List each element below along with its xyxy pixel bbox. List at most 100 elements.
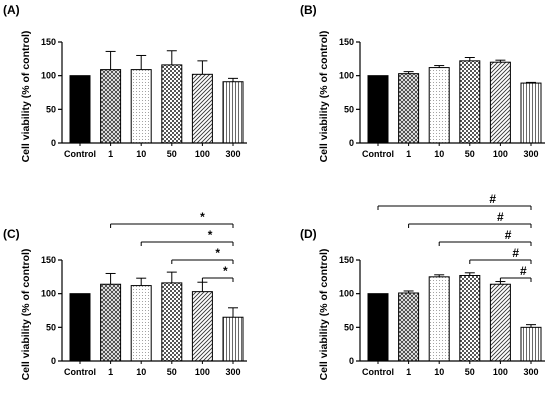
significance-symbol: *: [200, 210, 205, 224]
bar-Control: [367, 293, 389, 362]
panel-letter: (B): [300, 3, 317, 17]
x-tick-label: 100: [493, 367, 508, 377]
bar-50: [161, 64, 183, 144]
significance-bracket: *: [140, 228, 234, 246]
error-bar-1: [403, 71, 414, 74]
error-bar-10: [136, 54, 147, 70]
significance-bracket: *: [201, 264, 234, 282]
bar-10: [428, 67, 450, 144]
x-tick-label: Control: [64, 367, 96, 377]
error-bar-100: [197, 60, 208, 75]
x-tick-label: 10: [136, 149, 146, 159]
x-tick-label: 1: [108, 149, 113, 159]
significance-bracket: *: [171, 246, 234, 264]
y-tick-label: 50: [344, 104, 354, 114]
y-tick-label: 0: [349, 356, 354, 366]
bar-10: [130, 285, 152, 362]
y-tick-label: 50: [46, 322, 56, 332]
bar-100: [191, 73, 213, 144]
significance-bracket: #: [438, 228, 532, 246]
error-bar-300: [228, 77, 238, 82]
bar-10: [130, 69, 152, 144]
significance-bracket: #: [408, 210, 532, 228]
error-bar-100: [495, 59, 506, 63]
x-tick-label: 1: [406, 367, 411, 377]
y-axis-label: Cell viability (% of control): [20, 31, 32, 163]
x-tick-label: 100: [195, 149, 210, 159]
bar-100: [489, 283, 511, 362]
error-bar-1: [105, 50, 116, 70]
bar-Control: [69, 293, 91, 362]
x-tick-label: 50: [465, 367, 475, 377]
y-tick-label: 50: [46, 104, 56, 114]
bar-1: [100, 69, 122, 144]
bar-50: [459, 60, 481, 144]
error-bar-50: [166, 271, 177, 283]
bar-10: [428, 276, 450, 362]
x-tick-label: Control: [362, 149, 394, 159]
bar-300: [222, 81, 244, 144]
bar-100: [191, 291, 213, 362]
error-bar-300: [228, 307, 238, 318]
error-bar-10: [434, 274, 445, 277]
x-tick-label: 50: [465, 149, 475, 159]
y-axis-label: Cell viability (% of control): [20, 249, 32, 381]
panel-letter: (C): [3, 227, 20, 241]
significance-symbol: *: [223, 264, 228, 278]
error-bar-300: [526, 81, 536, 84]
chart-panel-0: (A)Cell viability (% of control) 05010015…: [3, 3, 247, 162]
bar-1: [398, 73, 420, 144]
x-tick-label: 1: [406, 149, 411, 159]
x-tick-label: 300: [523, 367, 538, 377]
error-bar-100: [197, 281, 208, 292]
bar-Control: [69, 75, 91, 144]
x-tick-label: 10: [434, 367, 444, 377]
x-tick-label: 100: [195, 367, 210, 377]
x-tick-label: Control: [362, 367, 394, 377]
significance-bracket: #: [377, 192, 532, 210]
error-bar-50: [464, 56, 475, 61]
error-bar-10: [136, 277, 147, 286]
x-tick-label: 300: [523, 149, 538, 159]
y-axis-label: Cell viability (% of control): [318, 31, 330, 163]
x-tick-label: 10: [434, 149, 444, 159]
x-tick-label: 100: [493, 149, 508, 159]
bar-300: [520, 82, 542, 144]
bar-300: [222, 316, 244, 362]
y-tick-label: 100: [41, 289, 56, 299]
panel-letter: (A): [3, 3, 20, 17]
significance-symbol: #: [505, 228, 512, 242]
error-bar-50: [464, 272, 475, 276]
error-bar-1: [403, 290, 414, 293]
x-tick-label: 50: [167, 149, 177, 159]
chart-panel-2: (C)Cell viability (% of control) 05010015…: [3, 210, 247, 380]
error-bar-300: [526, 324, 536, 328]
y-tick-label: 150: [41, 37, 56, 47]
y-tick-label: 150: [339, 37, 354, 47]
y-axis-label: Cell viability (% of control): [318, 249, 330, 381]
bar-1: [398, 292, 420, 362]
y-tick-label: 150: [41, 255, 56, 265]
bar-50: [459, 274, 481, 362]
y-tick-label: 100: [339, 71, 354, 81]
y-tick-label: 50: [344, 322, 354, 332]
significance-symbol: #: [497, 210, 504, 224]
chart-panel-3: (D)Cell viability (% of control) 0 50 100 1 5…: [300, 192, 545, 380]
x-tick-label: 300: [225, 367, 240, 377]
error-bar-50: [166, 50, 177, 65]
significance-symbol: #: [520, 264, 527, 278]
x-tick-label: 50: [167, 367, 177, 377]
y-tick-label: 0: [349, 138, 354, 148]
bar-Control: [367, 75, 389, 144]
bar-1: [100, 283, 122, 362]
x-tick-label: 300: [225, 149, 240, 159]
bar-50: [161, 282, 183, 362]
significance-symbol: #: [489, 192, 496, 206]
y-tick-label: 100: [41, 71, 56, 81]
significance-symbol: *: [208, 228, 213, 242]
significance-symbol: #: [512, 246, 519, 260]
bar-100: [489, 61, 511, 144]
panel-letter: (D): [300, 227, 317, 241]
y-tick-label: 100: [339, 289, 354, 299]
chart-panel-1: (B)Cell viability (% of control) 05010015…: [300, 3, 545, 162]
